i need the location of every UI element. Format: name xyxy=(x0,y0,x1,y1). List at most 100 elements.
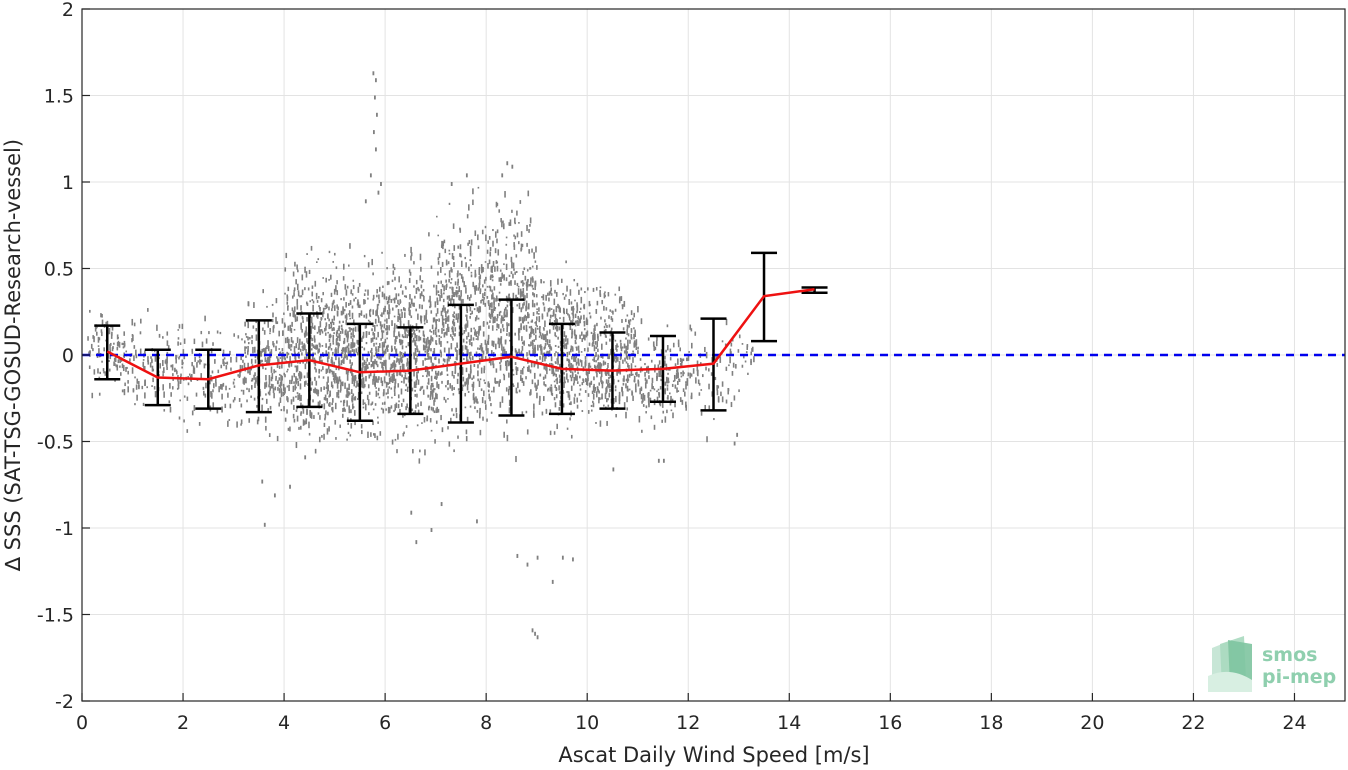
scatter-point-3175 xyxy=(627,339,629,347)
scatter-point-2076 xyxy=(466,294,469,300)
scatter-point-2672 xyxy=(487,348,489,354)
scatter-point-3605 xyxy=(708,368,710,372)
scatter-point-3313 xyxy=(621,319,623,323)
scatter-point-2682 xyxy=(513,234,515,237)
scatter-point-57 xyxy=(92,335,94,339)
x-tick-label-3: 6 xyxy=(379,712,391,734)
scatter-point-3473 xyxy=(669,402,672,406)
scatter-point-1605 xyxy=(401,363,404,367)
x-tick-label-0: 0 xyxy=(76,712,88,734)
scatter-point-993 xyxy=(363,314,365,318)
scatter-point-1498 xyxy=(387,396,389,399)
scatter-point-3221 xyxy=(592,338,595,344)
scatter-point-3656 xyxy=(742,355,745,359)
scatter-point-756 xyxy=(286,296,289,301)
scatter-point-791 xyxy=(332,351,334,356)
scatter-point-405 xyxy=(268,379,271,385)
scatter-point-187 xyxy=(181,359,184,366)
scatter-point-3690 xyxy=(572,557,574,562)
scatter-point-2293 xyxy=(528,249,530,254)
scatter-point-3510 xyxy=(677,372,679,378)
scatter-point-583 xyxy=(318,348,320,353)
scatter-point-1563 xyxy=(415,404,417,409)
x-tick-label-11: 22 xyxy=(1181,712,1205,734)
scatter-point-2479 xyxy=(522,381,525,386)
scatter-point-2769 xyxy=(555,373,558,378)
scatter-point-3432 xyxy=(640,318,643,325)
scatter-point-519 xyxy=(265,398,268,404)
scatter-point-2182 xyxy=(485,344,488,351)
scatter-point-963 xyxy=(340,298,342,301)
scatter-point-2277 xyxy=(471,355,474,361)
scatter-point-1297 xyxy=(384,338,387,344)
scatter-point-3240 xyxy=(626,407,629,411)
scatter-point-2065 xyxy=(481,397,484,404)
scatter-point-3600 xyxy=(700,389,703,391)
scatter-point-2384 xyxy=(491,325,494,331)
scatter-point-2638 xyxy=(532,312,535,316)
scatter-point-3152 xyxy=(600,376,602,383)
scatter-point-3437 xyxy=(672,380,675,383)
scatter-point-357 xyxy=(255,334,258,341)
scatter-point-1850 xyxy=(443,285,445,292)
scatter-point-2547 xyxy=(534,327,537,334)
scatter-point-207 xyxy=(175,355,178,358)
scatter-point-2618 xyxy=(492,261,495,267)
scatter-point-59 xyxy=(95,331,98,336)
scatter-point-2459 xyxy=(535,321,537,326)
scatter-point-1408 xyxy=(413,285,415,288)
scatter-point-3328 xyxy=(621,387,623,393)
scatter-point-2447 xyxy=(530,320,533,323)
scatter-point-1339 xyxy=(381,251,383,254)
scatter-point-3687 xyxy=(536,555,539,560)
scatter-point-2306 xyxy=(508,339,511,342)
scatter-point-703 xyxy=(332,334,335,341)
scatter-point-2649 xyxy=(502,373,505,376)
scatter-point-571 xyxy=(313,388,315,393)
scatter-point-1156 xyxy=(345,289,348,296)
scatter-point-2581 xyxy=(526,242,528,247)
scatter-point-2501 xyxy=(534,347,537,353)
scatter-point-2595 xyxy=(489,302,492,308)
scatter-point-3576 xyxy=(665,363,668,369)
scatter-point-1328 xyxy=(378,286,381,292)
scatter-point-1680 xyxy=(404,308,406,312)
scatter-point-2213 xyxy=(466,335,468,340)
scatter-point-376 xyxy=(272,388,275,394)
scatter-point-3584 xyxy=(719,356,722,363)
scatter-point-1336 xyxy=(335,339,338,346)
scatter-point-2562 xyxy=(521,377,524,383)
scatter-point-128 xyxy=(143,365,145,371)
scatter-point-906 xyxy=(296,305,299,310)
scatter-point-679 xyxy=(300,295,303,298)
scatter-point-2294 xyxy=(512,273,514,279)
scatter-point-1968 xyxy=(445,311,447,318)
scatter-point-1084 xyxy=(375,342,378,345)
scatter-point-1720 xyxy=(398,313,401,320)
scatter-point-3355 xyxy=(633,327,635,330)
scatter-point-3162 xyxy=(616,343,618,348)
scatter-point-808 xyxy=(297,347,300,350)
scatter-point-617 xyxy=(302,419,305,426)
scatter-point-1947 xyxy=(445,285,447,291)
scatter-point-2469 xyxy=(498,311,501,316)
scatter-point-2025 xyxy=(468,352,471,359)
scatter-point-586 xyxy=(326,368,329,373)
y-tick-label-2: -1 xyxy=(55,518,74,540)
scatter-point-652 xyxy=(296,264,298,270)
scatter-point-1750 xyxy=(413,302,415,307)
scatter-point-1739 xyxy=(405,377,408,380)
scatter-point-3602 xyxy=(721,396,724,403)
scatter-point-2242 xyxy=(466,314,468,321)
scatter-point-2018 xyxy=(443,239,446,244)
scatter-point-761 xyxy=(305,418,308,425)
scatter-point-1489 xyxy=(433,397,436,403)
scatter-point-1707 xyxy=(415,380,418,386)
scatter-point-307 xyxy=(228,419,231,421)
scatter-point-2726 xyxy=(563,346,566,349)
scatter-point-3353 xyxy=(635,388,637,393)
scatter-point-636 xyxy=(295,395,297,398)
scatter-point-522 xyxy=(270,383,273,389)
scatter-point-139 xyxy=(177,329,180,331)
scatter-point-3326 xyxy=(626,385,629,392)
